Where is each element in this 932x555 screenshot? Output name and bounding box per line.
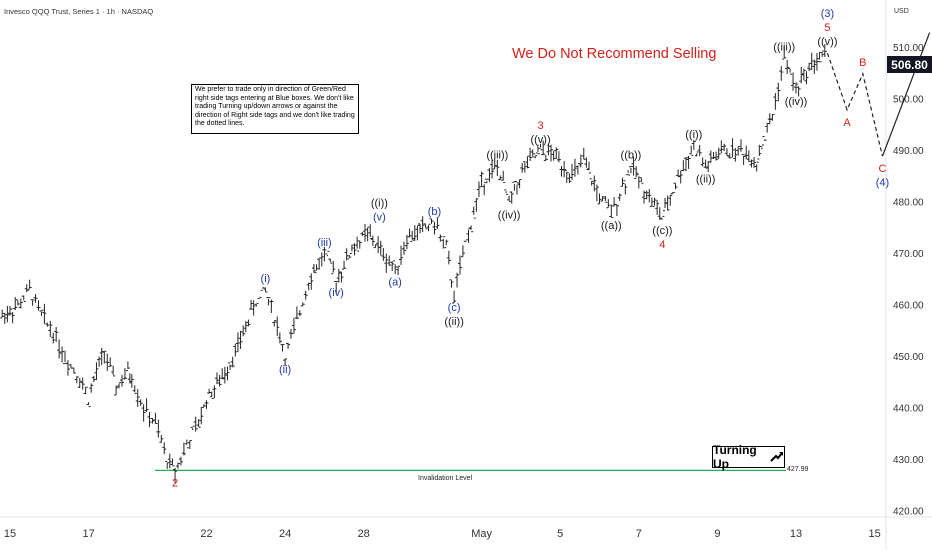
chart-title: Invesco QQQ Trust, Series 1 · 1h · NASDA… [4, 7, 154, 16]
y-tick-label: 500.00 [893, 95, 924, 106]
wave-label: ((a)) [601, 220, 622, 232]
wave-label: 5 [824, 22, 830, 34]
x-tick-label: 28 [358, 528, 370, 540]
wave-label: 2 [172, 477, 178, 489]
turning-up-label: Turning Up [713, 443, 757, 471]
wave-label: 4 [659, 239, 665, 251]
wave-label: (iv) [329, 287, 344, 299]
y-tick-label: 450.00 [893, 352, 924, 363]
y-tick-label: 470.00 [893, 249, 924, 260]
wave-label: ((v)) [530, 134, 550, 146]
wave-label: ((iv)) [498, 210, 521, 222]
wave-label: ((iii)) [486, 149, 508, 161]
y-tick-label: 510.00 [893, 43, 924, 54]
y-tick-label: 430.00 [893, 455, 924, 466]
x-tick-label: 24 [279, 528, 291, 540]
wave-label: (c) [448, 302, 461, 314]
y-tick-label: 420.00 [893, 507, 924, 518]
note-box: We prefer to trade only in direction of … [191, 84, 359, 134]
wave-label: B [859, 57, 866, 69]
currency-label[interactable]: USD [894, 8, 909, 15]
headline-text: We Do Not Recommend Selling [512, 46, 717, 62]
wave-label: ((i)) [685, 129, 702, 141]
x-tick-label: 13 [790, 528, 802, 540]
y-tick-label: 480.00 [893, 198, 924, 209]
wave-label: (ii) [279, 364, 291, 376]
wave-label: ((i)) [371, 197, 388, 209]
wave-label: ((iv)) [785, 96, 808, 108]
y-tick-label: 440.00 [893, 404, 924, 415]
wave-label: (b) [428, 206, 441, 218]
x-tick-label: May [471, 528, 492, 540]
wave-label: ((b)) [621, 149, 642, 161]
x-tick-label: 9 [714, 528, 720, 540]
x-tick-label: 5 [557, 528, 563, 540]
arrow-up-right-icon [770, 450, 784, 465]
x-tick-label: 22 [200, 528, 212, 540]
last-price-tag: 506.80 [887, 56, 932, 74]
wave-label: A [843, 117, 851, 129]
wave-label: 3 [537, 120, 543, 132]
invalidation-value: 427.99 [787, 466, 809, 474]
wave-label: (a) [388, 276, 401, 288]
wave-label: ((ii)) [444, 316, 464, 328]
wave-label: ((v)) [817, 36, 837, 48]
x-tick-label: 15 [868, 528, 880, 540]
wave-label: ((ii)) [696, 173, 716, 185]
wave-label: (4) [876, 177, 889, 189]
wave-label: ((iii)) [773, 41, 795, 53]
wave-label: ((c)) [652, 225, 672, 237]
projection-dashed-line [826, 52, 884, 157]
projection-solid-line [881, 32, 931, 157]
wave-label: (iii) [317, 237, 332, 249]
wave-label: (v) [373, 211, 386, 223]
turning-up-box: Turning Up [712, 443, 785, 471]
x-tick-label: 17 [82, 528, 94, 540]
y-tick-label: 490.00 [893, 146, 924, 157]
wave-label: (3) [821, 8, 834, 20]
wave-label: C [878, 163, 886, 175]
invalidation-label: Invalidation Level [418, 475, 473, 483]
y-tick-label: 460.00 [893, 301, 924, 312]
wave-label: (i) [261, 273, 271, 285]
x-tick-label: 7 [636, 528, 642, 540]
x-tick-label: 15 [4, 528, 16, 540]
